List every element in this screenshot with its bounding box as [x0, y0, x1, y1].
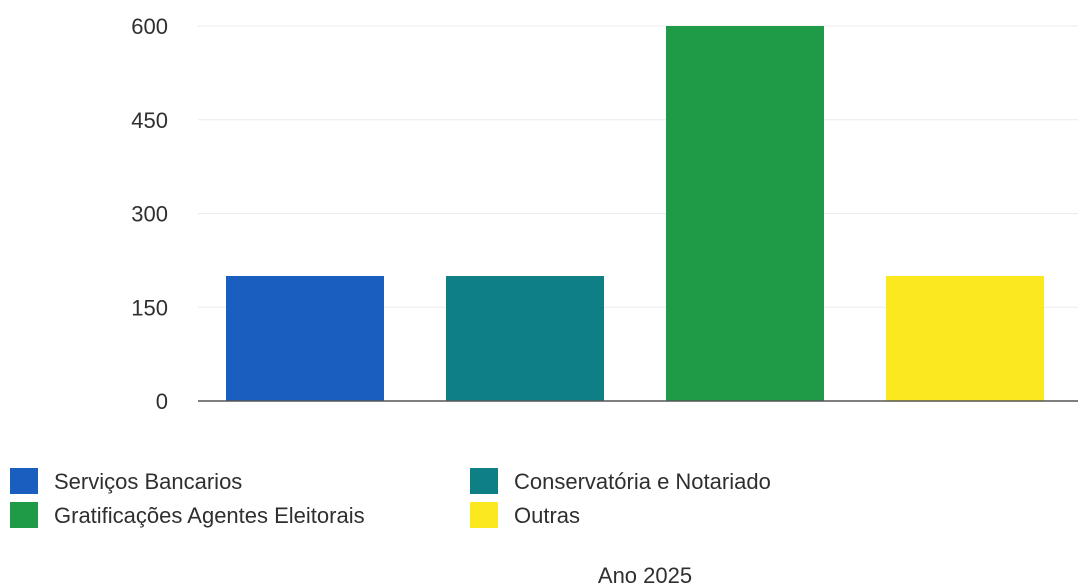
y-tick-label: 450	[131, 108, 168, 133]
legend-swatch	[10, 502, 38, 528]
y-axis-ticks: 0 150 300 450 600	[131, 14, 168, 414]
legend-label: Outras	[514, 503, 580, 528]
legend-swatch	[470, 502, 498, 528]
legend-swatch	[10, 468, 38, 494]
bars	[226, 26, 1044, 401]
x-axis-label: Ano 2025	[598, 563, 692, 588]
legend-label: Gratificações Agentes Eleitorais	[54, 503, 365, 528]
legend-label: Serviços Bancarios	[54, 469, 242, 494]
y-tick-label: 150	[131, 295, 168, 320]
legend: Serviços Bancarios Conservatória e Notari…	[10, 468, 771, 528]
y-tick-label: 300	[131, 202, 168, 227]
y-tick-label: 0	[156, 389, 168, 414]
y-tick-label: 600	[131, 14, 168, 39]
gridlines	[198, 25, 1078, 308]
legend-swatch	[470, 468, 498, 494]
bar-1	[226, 276, 384, 401]
bar-2	[446, 276, 604, 401]
bar-4	[886, 276, 1044, 401]
bar-3	[666, 26, 824, 401]
legend-label: Conservatória e Notariado	[514, 469, 771, 494]
